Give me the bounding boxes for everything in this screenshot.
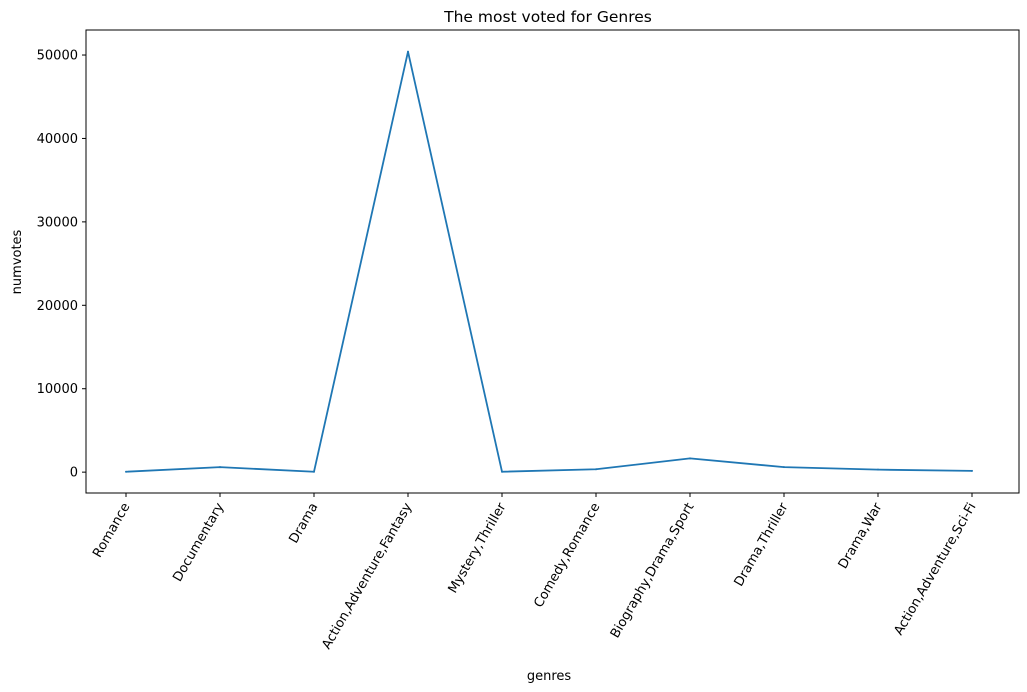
y-tick-label: 0 [70,466,78,481]
series-line [125,50,973,473]
y-tick-label: 20000 [37,299,78,314]
data-point [595,468,597,471]
x-tick-label: Biography,Drama,Sport [608,501,698,641]
data-point [501,470,503,473]
data-point [783,466,785,469]
y-axis: 0 10000 20000 30000 40000 50000 [37,49,86,481]
x-tick-label: Comedy,Romance [531,500,603,610]
data-point [407,50,409,53]
x-axis-label: genres [527,669,572,684]
y-tick-label: 40000 [37,132,78,147]
data-point [689,457,691,460]
x-axis: Romance Documentary DramaAction,Adventure,… [90,493,979,652]
data-point [971,469,973,472]
data-point [313,470,315,473]
x-tick-label: Drama [286,501,321,547]
y-tick-label: 10000 [37,382,78,397]
y-tick-label: 30000 [37,215,78,230]
data-point [219,466,221,469]
x-tick-label: Mystery,Thriller [446,500,510,596]
data-points [125,50,973,473]
data-point [877,468,879,471]
y-axis-label: numvotes [10,229,25,294]
x-tick-label: Romance [90,501,133,561]
chart-title: The most voted for Genres [443,8,652,26]
x-tick-label: Drama,Thriller [732,500,792,589]
x-tick-label: Documentary [170,500,227,584]
plot-frame [85,29,1020,494]
x-tick-label: Action,Adventure,Fantasy [319,500,415,652]
x-tick-label: Drama,War [836,500,886,572]
y-tick-label: 50000 [37,49,78,64]
x-tick-label: Action,Adventure,Sci-Fi [891,501,979,638]
data-point [125,470,127,473]
